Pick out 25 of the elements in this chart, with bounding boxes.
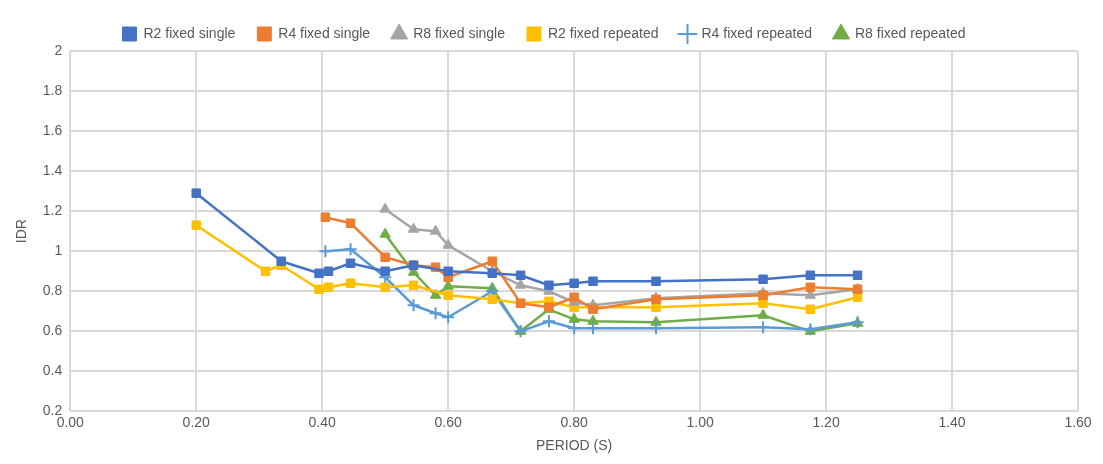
y-axis-title: IDR <box>13 219 30 244</box>
legend-label: R4 fixed single <box>278 24 371 41</box>
x-tick-label: 0.20 <box>182 413 211 430</box>
x-tick-label: 0.60 <box>434 413 462 430</box>
y-tick-label: 0.8 <box>42 282 63 299</box>
legend-label: R2 fixed single <box>143 24 236 41</box>
y-tick-label: 0.6 <box>42 322 63 339</box>
y-tick-label: 1.4 <box>42 161 63 178</box>
legend-label: R4 fixed repeated <box>701 24 813 41</box>
y-tick-label: 1.8 <box>42 81 63 98</box>
legend-label: R8 fixed single <box>413 24 506 41</box>
x-tick-label: 1.40 <box>938 413 966 430</box>
x-axis-title: PERIOD (S) <box>536 437 613 454</box>
y-tick-label: 1 <box>54 242 63 259</box>
y-tick-label: 1.6 <box>42 121 63 138</box>
legend-label: R2 fixed repeated <box>547 24 659 41</box>
x-tick-label: 0.80 <box>560 413 588 430</box>
x-tick-label: 1.60 <box>1064 413 1092 430</box>
x-tick-label: 1.00 <box>686 413 714 430</box>
x-tick-label: 1.20 <box>812 413 840 430</box>
y-tick-label: 0.4 <box>42 362 63 379</box>
y-tick-label: 1.2 <box>42 202 63 219</box>
legend-label: R8 fixed repeated <box>855 24 966 41</box>
y-tick-label: 2 <box>54 41 63 58</box>
x-tick-label: 0.40 <box>308 413 337 430</box>
